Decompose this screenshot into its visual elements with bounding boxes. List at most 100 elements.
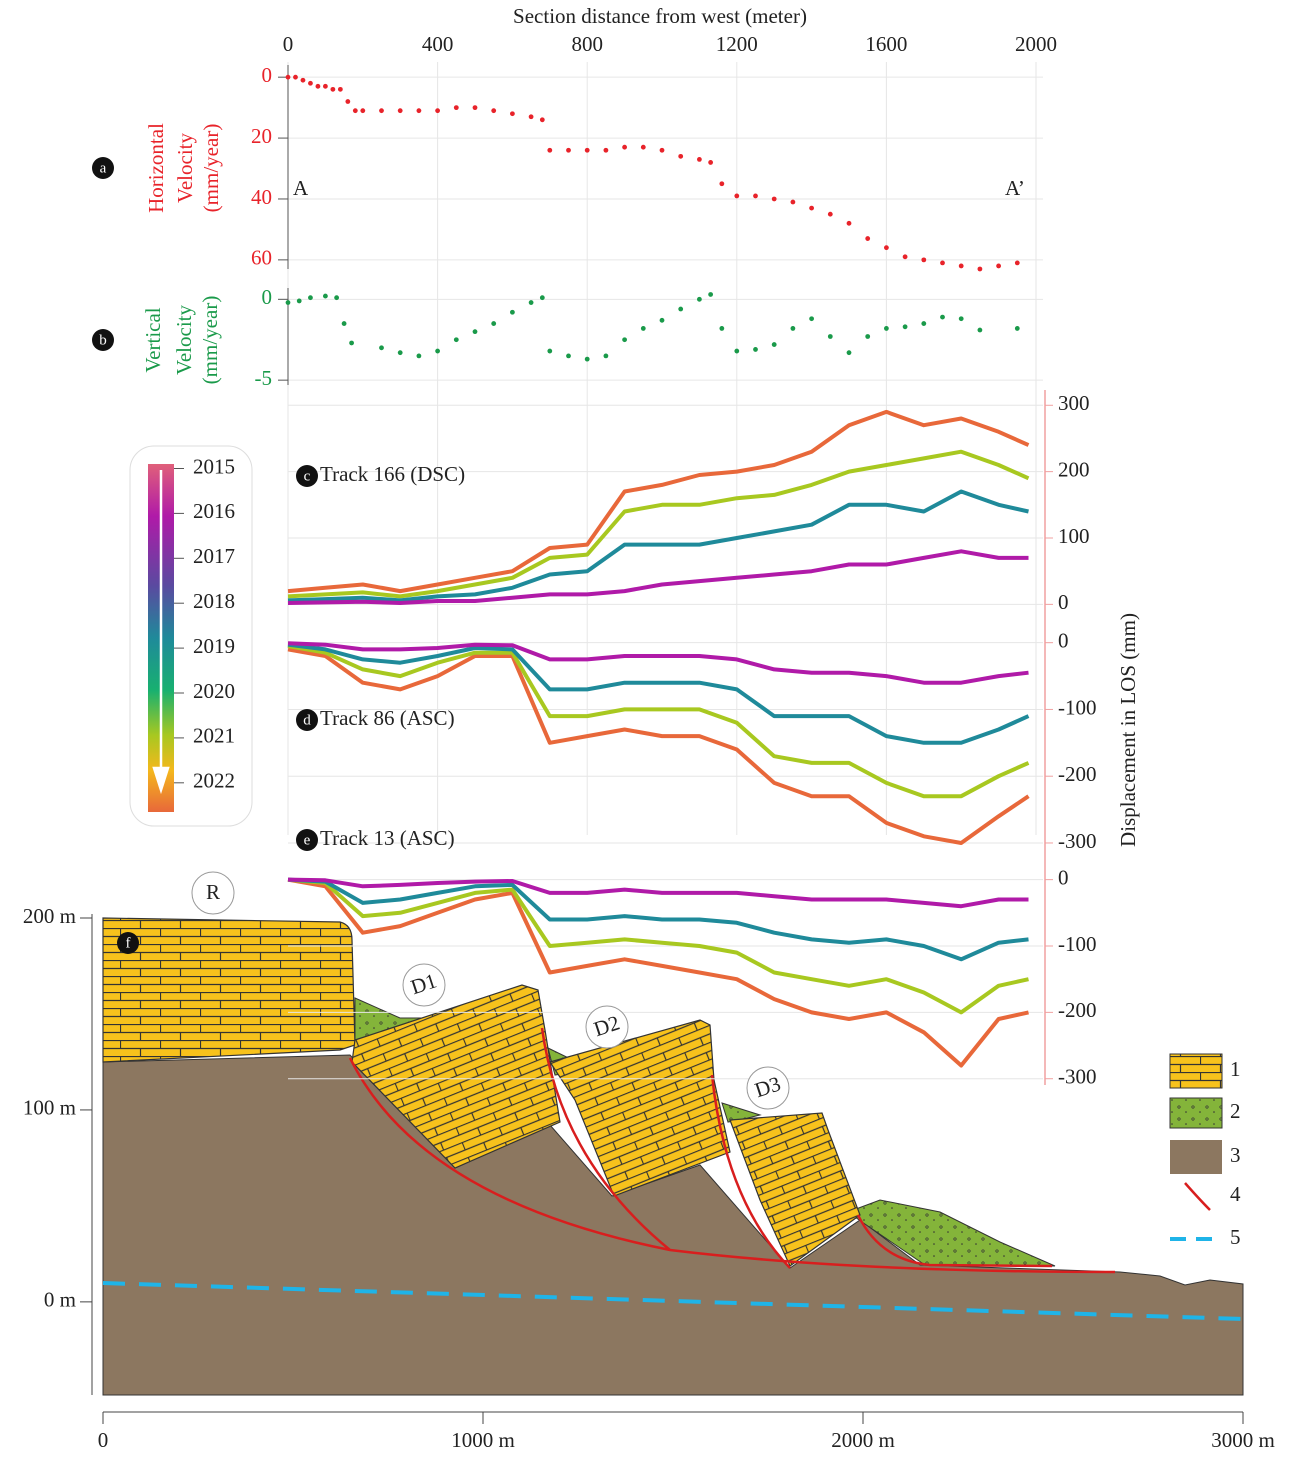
point	[293, 74, 298, 80]
point	[640, 144, 646, 150]
y-tick-label: 300	[1058, 391, 1090, 415]
y-tick-label: 40	[251, 185, 272, 209]
point	[285, 74, 291, 80]
legend-label: 3	[1230, 1143, 1241, 1167]
point	[719, 181, 725, 187]
point	[566, 147, 571, 153]
unit-badge	[191, 871, 235, 915]
annotation: A’	[1005, 176, 1025, 200]
series-line	[287, 647, 1030, 845]
point	[584, 147, 590, 153]
legend-label: 4	[1230, 1182, 1241, 1206]
panel-badge	[92, 157, 114, 179]
point	[397, 350, 403, 356]
y-tick-label: 100	[1058, 524, 1090, 548]
limestone-block	[549, 1019, 731, 1197]
point	[323, 293, 328, 299]
point	[753, 193, 758, 199]
point	[603, 353, 609, 359]
colorbar-label: 2018	[193, 589, 235, 613]
x-axis-title: Section distance from west (meter)	[513, 4, 807, 28]
series-line	[287, 877, 1029, 1068]
panel-letter: b	[99, 332, 107, 348]
y-axis-title: (mm/year)	[199, 124, 223, 213]
legend-label: 1	[1230, 1057, 1241, 1081]
water-table	[102, 1281, 1244, 1321]
point	[349, 340, 354, 346]
limestone-block	[729, 1112, 861, 1267]
y-axis-title: Displacement in LOS (mm)	[1116, 613, 1140, 847]
point	[547, 147, 553, 153]
unit-badge	[585, 1005, 629, 1049]
point	[435, 108, 440, 114]
point	[472, 329, 478, 335]
point	[809, 205, 814, 211]
point	[921, 321, 927, 326]
point	[977, 327, 983, 333]
point	[678, 306, 684, 312]
point	[472, 105, 478, 111]
y-tick-label: -100	[1058, 932, 1097, 956]
point	[603, 147, 609, 153]
point	[697, 296, 702, 302]
point	[397, 108, 403, 114]
y-tick-label: 0	[262, 285, 273, 309]
point	[360, 108, 366, 114]
point	[491, 321, 497, 326]
point	[734, 193, 740, 199]
point	[734, 348, 740, 354]
series-line	[287, 449, 1030, 599]
point	[719, 326, 725, 331]
point	[827, 211, 833, 217]
series-line	[287, 642, 1030, 745]
colorbar-label: 2017	[193, 544, 235, 568]
y-tick-label: -200	[1058, 998, 1097, 1022]
point	[453, 105, 459, 111]
panel-label: Track 86 (ASC)	[320, 706, 455, 730]
point	[884, 245, 889, 251]
point	[285, 300, 291, 305]
point	[337, 86, 343, 92]
panel-label: Track 166 (DSC)	[320, 462, 465, 486]
point	[379, 108, 384, 114]
x-tick-label: 3000 m	[1211, 1428, 1275, 1452]
y-tick-label: 0	[1058, 628, 1069, 652]
point	[416, 108, 422, 114]
point	[865, 236, 871, 241]
point	[940, 314, 945, 320]
point	[296, 298, 302, 304]
point	[308, 295, 313, 301]
y-tick-label: -300	[1058, 1065, 1097, 1089]
colorbar-arrow	[152, 470, 170, 795]
point	[640, 326, 646, 331]
y-axis-title: Vertical	[141, 307, 165, 372]
colorbar-label: 2022	[193, 769, 235, 793]
point	[379, 345, 384, 351]
point	[827, 334, 833, 339]
series-line	[287, 877, 1029, 909]
point	[659, 147, 665, 153]
annotation: A	[293, 176, 309, 200]
y-tick-label: 20	[251, 124, 272, 148]
x-tick-label: 0	[283, 32, 294, 56]
point	[940, 260, 945, 266]
x-tick-label: 800	[571, 32, 603, 56]
point	[308, 80, 313, 86]
point	[846, 220, 852, 226]
point	[622, 144, 627, 150]
colorbar	[129, 445, 253, 827]
faults	[348, 1027, 1116, 1274]
panel-letter: d	[303, 712, 311, 728]
series-line	[287, 877, 1029, 1015]
unit-label: R	[206, 880, 220, 904]
y-tick-label: 200 m	[23, 904, 76, 928]
series-line	[287, 641, 1029, 685]
y-tick-label: 0 m	[44, 1288, 76, 1312]
point	[566, 353, 571, 359]
point	[958, 263, 964, 269]
point	[865, 334, 871, 339]
series-line	[287, 877, 1029, 962]
panel-letter: e	[304, 832, 311, 848]
panel-badge	[92, 329, 114, 351]
